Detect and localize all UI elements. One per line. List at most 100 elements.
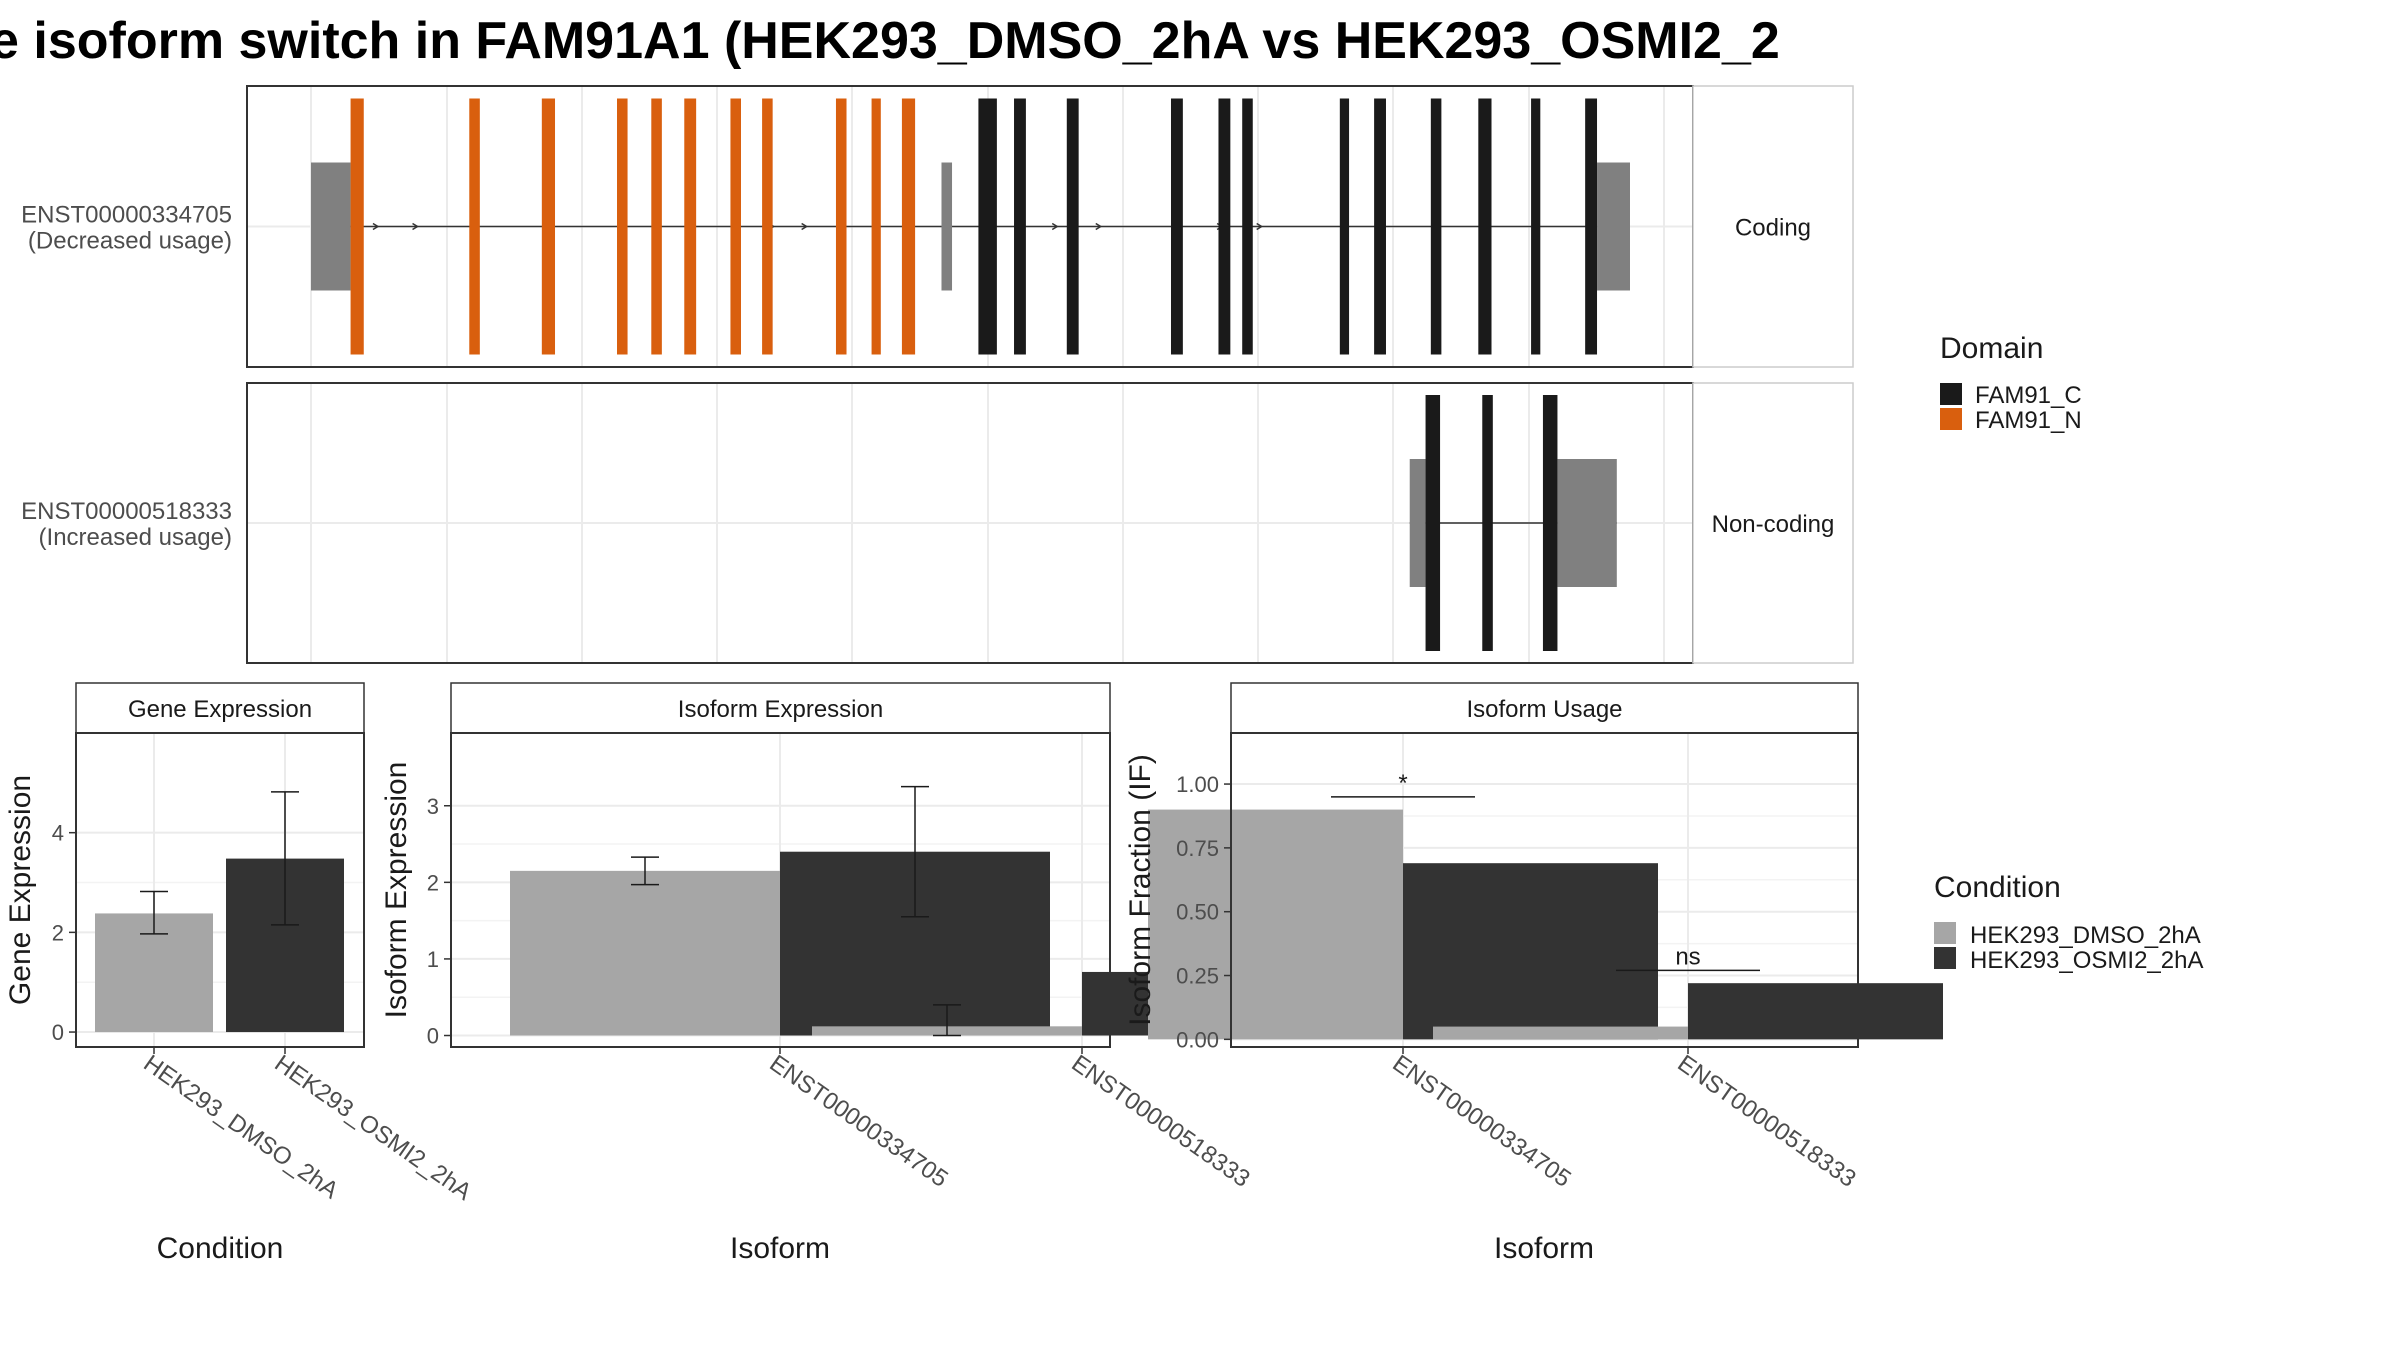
track-enst00000334705: Coding ENST00000334705(Decreased usage): [21, 85, 1854, 368]
bar-enst00000334705-hek293-osmi2-2ha: [1403, 863, 1658, 1040]
y-axis-label: Gene Expression: [4, 775, 37, 1005]
x-axis-label: Isoform: [1494, 1232, 1594, 1265]
exon-fam91-n: [651, 98, 662, 355]
condition-legend-swatch-dmso: [1934, 922, 1956, 944]
track-label: ENST00000334705: [21, 202, 232, 229]
strand-arrow-icon: [1051, 222, 1059, 231]
figure-title: e isoform switch in FAM91A1 (HEK293_DMSO…: [0, 12, 1780, 70]
exon-fam91-c: [1585, 98, 1598, 355]
exon-fam91-n: [762, 98, 773, 355]
facet-strip: [1692, 382, 1854, 664]
exon-utr: [941, 162, 953, 291]
exon-utr: [1557, 459, 1617, 587]
domain-legend-label-fam91-c: FAM91_C: [1975, 382, 2082, 409]
exon-fam91-c: [1425, 395, 1441, 651]
panel-title: Isoform Expression: [678, 696, 883, 723]
exon-fam91-n: [871, 98, 881, 355]
domain-legend-title: Domain: [1940, 332, 2043, 365]
y-tick-label: 3: [427, 794, 439, 819]
significance-label: *: [1398, 770, 1407, 797]
x-tick-label: ENST00000334705: [1388, 1050, 1576, 1193]
bar-enst00000334705-hek293-dmso-2ha: [1148, 809, 1403, 1040]
panel-strip: [450, 682, 1111, 734]
y-axis-label: Isoform Fraction (IF): [1124, 754, 1157, 1026]
y-axis-label: Isoform Expression: [380, 762, 413, 1019]
condition-legend-label-dmso: HEK293_DMSO_2hA: [1970, 922, 2201, 949]
strand-arrow-icon: [372, 222, 380, 231]
y-tick-label: 0.00: [1176, 1027, 1219, 1052]
exon-fam91-c: [1374, 98, 1386, 355]
y-tick-label: 2: [52, 920, 64, 945]
y-tick-label: 1: [427, 947, 439, 972]
facet-strip: [1692, 85, 1854, 368]
y-tick-label: 0.25: [1176, 964, 1219, 989]
y-tick-label: 0.50: [1176, 900, 1219, 925]
exon-fam91-n: [350, 98, 364, 355]
x-tick-label: ENST00000334705: [765, 1050, 953, 1193]
exon-fam91-n: [469, 98, 480, 355]
y-tick-label: 0.75: [1176, 836, 1219, 861]
domain-legend-swatch-fam91-c: [1940, 383, 1962, 405]
exon-fam91-c: [1542, 395, 1558, 651]
exon-fam91-c: [1014, 98, 1026, 355]
y-tick-label: 0: [52, 1020, 64, 1045]
condition-legend-title: Condition: [1934, 871, 2061, 904]
significance-label: ns: [1675, 943, 1700, 970]
panel-border: [1230, 732, 1859, 1048]
exon-fam91-c: [1242, 98, 1253, 355]
domain-legend-swatch-fam91-n: [1940, 408, 1962, 430]
exon-fam91-c: [1066, 98, 1079, 355]
exon-fam91-c: [1482, 395, 1493, 651]
y-tick-label: 0: [427, 1024, 439, 1049]
panel-title: Isoform Usage: [1466, 696, 1622, 723]
track-sublabel: (Increased usage): [39, 524, 232, 551]
condition-legend-swatch-osmi: [1934, 947, 1956, 969]
domain-legend: Domain FAM91_C FAM91_N: [1940, 332, 2082, 434]
strand-arrow-icon: [1256, 222, 1264, 231]
exon-fam91-c: [1430, 98, 1442, 355]
condition-legend: Condition HEK293_DMSO_2hA HEK293_OSMI2_2…: [1934, 871, 2203, 974]
y-tick-label: 1.00: [1176, 772, 1219, 797]
strand-arrow-icon: [412, 222, 419, 231]
gene-structure-plot: Coding ENST00000334705(Decreased usage) No…: [21, 85, 1854, 664]
exon-fam91-n: [541, 98, 556, 355]
exon-fam91-n: [835, 98, 847, 355]
exon-utr: [1597, 162, 1630, 291]
exon-utr: [311, 162, 351, 291]
condition-legend-label-osmi: HEK293_OSMI2_2hA: [1970, 947, 2203, 974]
domain-legend-label-fam91-n: FAM91_N: [1975, 407, 2082, 434]
strand-arrow-icon: [801, 222, 809, 231]
facet-label: Non-coding: [1712, 511, 1835, 538]
exon-fam91-n: [684, 98, 697, 355]
bar-enst00000334705-hek293-dmso-2ha: [510, 870, 780, 1036]
exon-fam91-c: [978, 98, 997, 355]
exon-utr: [1409, 459, 1426, 587]
exon-fam91-c: [1170, 98, 1183, 355]
panel-strip: [75, 682, 365, 734]
x-tick-label: ENST00000518333: [1067, 1050, 1255, 1193]
track-sublabel: (Decreased usage): [28, 228, 232, 255]
bar-enst00000518333-hek293-osmi2-2ha: [1688, 983, 1943, 1040]
exon-fam91-n: [901, 98, 916, 355]
y-tick-label: 4: [52, 821, 64, 846]
exon-fam91-c: [1531, 98, 1541, 355]
x-tick-label: ENST00000518333: [1673, 1050, 1861, 1193]
exon-fam91-n: [730, 98, 741, 355]
exon-fam91-c: [1339, 98, 1350, 355]
panel-title: Gene Expression: [128, 696, 312, 723]
bar-panels: Gene Expression024HEK293_DMSO_2hAHEK293_…: [4, 682, 1943, 1265]
track-enst00000518333: Non-coding ENST00000518333(Increased usag…: [21, 382, 1854, 664]
panel-border: [75, 732, 365, 1048]
bar-enst00000518333-hek293-dmso-2ha: [1433, 1026, 1688, 1040]
exon-fam91-c: [1218, 98, 1231, 355]
exon-fam91-n: [617, 98, 628, 355]
strand-arrow-icon: [1095, 222, 1103, 231]
x-axis-label: Condition: [157, 1232, 284, 1265]
facet-label: Coding: [1735, 215, 1811, 242]
y-tick-label: 2: [427, 870, 439, 895]
exon-fam91-c: [1478, 98, 1492, 355]
track-label: ENST00000518333: [21, 498, 232, 525]
x-axis-label: Isoform: [730, 1232, 830, 1265]
panel-strip: [1230, 682, 1859, 734]
